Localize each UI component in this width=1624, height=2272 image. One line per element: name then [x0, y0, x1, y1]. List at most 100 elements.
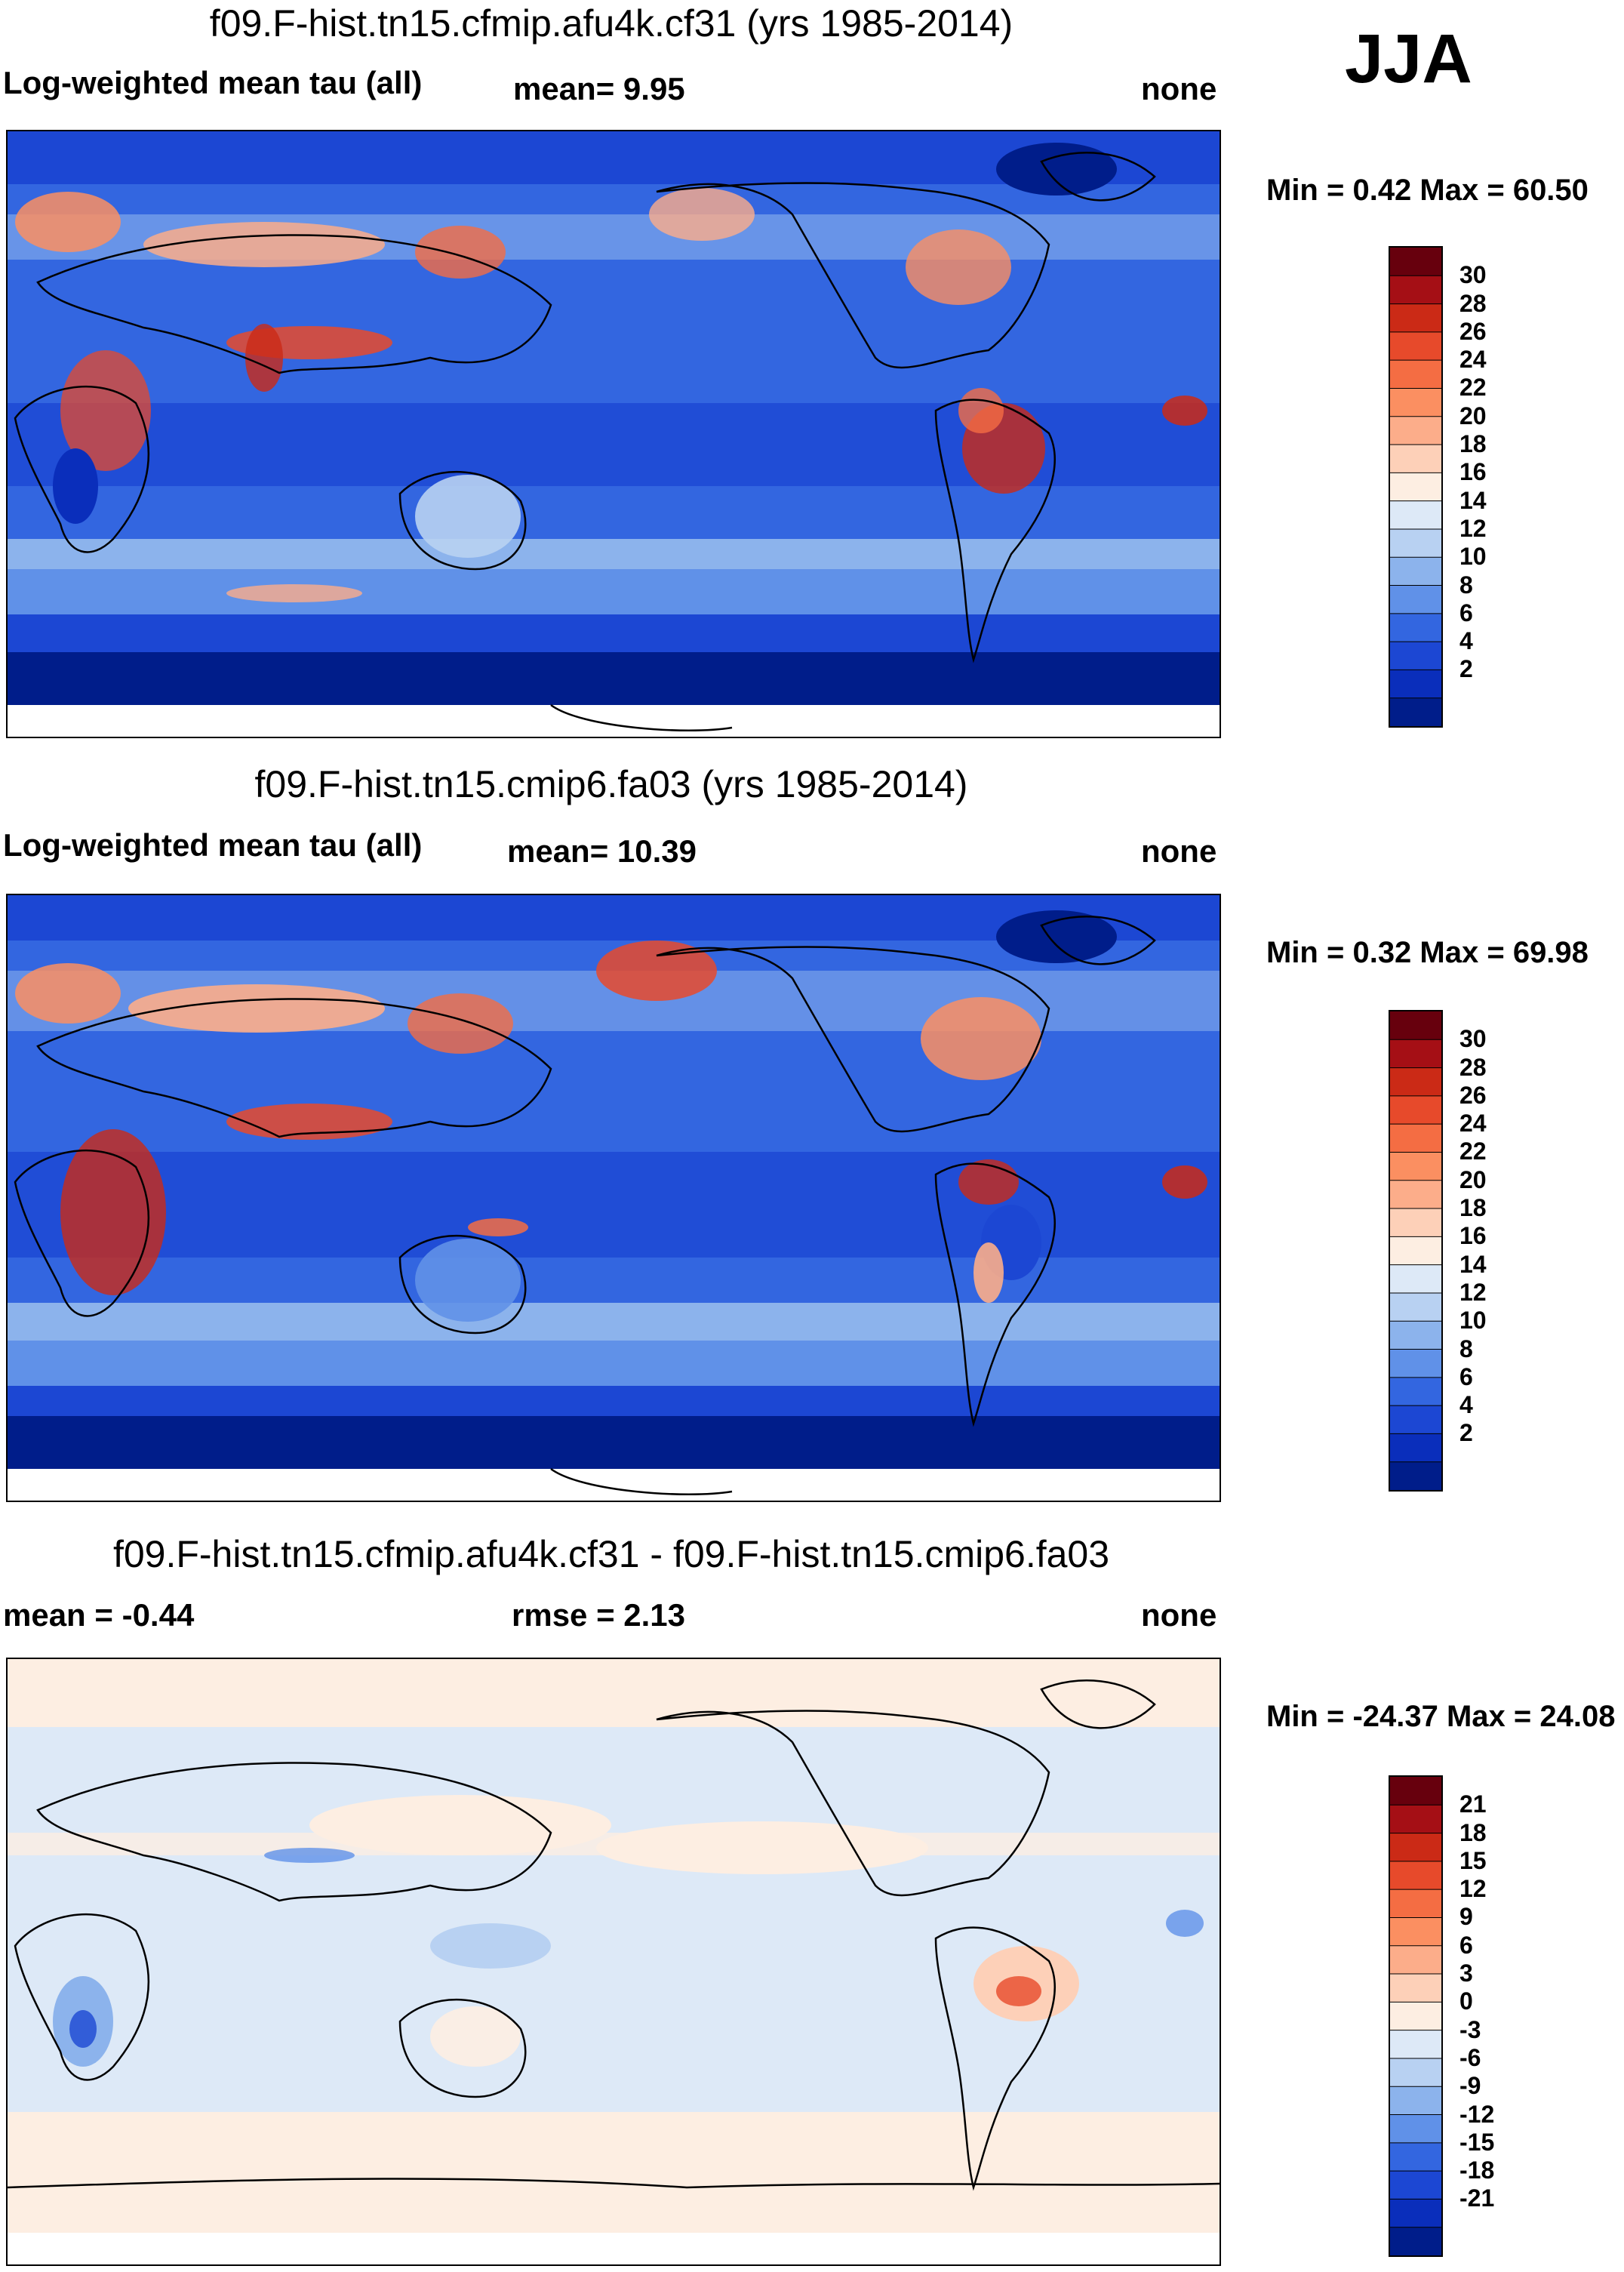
colorbar-tick-label: 9: [1459, 1903, 1473, 1931]
panel-1-minmax: Min = 0.42 Max = 60.50: [1266, 174, 1589, 207]
colorbar-segment: [1390, 1067, 1441, 1097]
panel-2-colorbar: [1389, 1010, 1443, 1492]
colorbar-tick-label: 4: [1459, 1391, 1473, 1419]
colorbar-segment: [1390, 248, 1441, 276]
colorbar-segment: [1390, 2142, 1441, 2172]
colorbar-tick-label: 14: [1459, 1250, 1487, 1278]
colorbar-tick-label: 10: [1459, 543, 1487, 571]
panel-2-units-label: none: [1141, 833, 1217, 869]
colorbar-segment: [1390, 1236, 1441, 1266]
panel-2-minmax: Min = 0.32 Max = 69.98: [1266, 936, 1589, 969]
colorbar-segment: [1390, 1405, 1441, 1434]
panel-1-mean-label: mean= 9.95: [513, 71, 685, 106]
colorbar-tick-label: 18: [1459, 1818, 1487, 1846]
colorbar-tick-label: 2: [1459, 1419, 1473, 1447]
panel-1-colorbar-svg: [1390, 248, 1441, 726]
colorbar-tick-label: -15: [1459, 2128, 1495, 2156]
panel-1-map-svg: [8, 131, 1220, 737]
colorbar-tick-label: 26: [1459, 1081, 1487, 1109]
colorbar-segment: [1390, 1889, 1441, 1918]
colorbar-segment: [1390, 1292, 1441, 1322]
colorbar-tick-label: -3: [1459, 2015, 1481, 2043]
panel-3-title: f09.F-hist.tn15.cfmip.afu4k.cf31 - f09.F…: [112, 1533, 1110, 1575]
colorbar-tick-label: 4: [1459, 627, 1473, 655]
panel-2-map: [6, 894, 1221, 1502]
colorbar-tick-label: 12: [1459, 1875, 1487, 1903]
colorbar-segment: [1390, 2058, 1441, 2087]
colorbar-segment: [1390, 445, 1441, 473]
colorbar-tick-label: 20: [1459, 1165, 1487, 1193]
panel-3-mean-label: mean = -0.44: [3, 1597, 195, 1633]
colorbar-tick-label: -21: [1459, 2184, 1495, 2212]
colorbar-segment: [1390, 1433, 1441, 1463]
colorbar-segment: [1390, 2002, 1441, 2031]
panel-3-minmax: Min = -24.37 Max = 24.08: [1266, 1700, 1616, 1733]
colorbar-tick-label: 26: [1459, 317, 1487, 345]
colorbar-tick-label: 21: [1459, 1790, 1487, 1818]
colorbar-tick-label: 10: [1459, 1307, 1487, 1335]
colorbar-tick-label: -6: [1459, 2043, 1481, 2071]
panel-3-map: [6, 1658, 1221, 2266]
colorbar-tick-label: 18: [1459, 430, 1487, 458]
colorbar-segment: [1390, 388, 1441, 417]
colorbar-segment: [1390, 1945, 1441, 1975]
colorbar-tick-label: 30: [1459, 1025, 1487, 1053]
colorbar-segment: [1390, 303, 1441, 333]
colorbar-segment: [1390, 1833, 1441, 1862]
colorbar-tick-label: 0: [1459, 1987, 1473, 2015]
colorbar-tick-label: 20: [1459, 402, 1487, 429]
colorbar-segment: [1390, 1861, 1441, 1890]
colorbar-segment: [1390, 1917, 1441, 1947]
panel-1-title: f09.F-hist.tn15.cfmip.afu4k.cf31 (yrs 19…: [209, 2, 1013, 45]
colorbar-segment: [1390, 1805, 1441, 1834]
colorbar-segment: [1390, 2171, 1441, 2200]
colorbar-tick-label: 2: [1459, 655, 1473, 683]
panel-3-rmse-label: rmse = 2.13: [512, 1597, 686, 1633]
colorbar-segment: [1390, 1124, 1441, 1153]
colorbar-tick-label: 22: [1459, 1138, 1487, 1165]
panel-3-colorbar-svg: [1390, 1777, 1441, 2255]
colorbar-tick-label: -9: [1459, 2072, 1481, 2100]
colorbar-segment: [1390, 276, 1441, 305]
colorbar-tick-label: 30: [1459, 261, 1487, 289]
colorbar-tick-label: 28: [1459, 289, 1487, 317]
panel-2-mean-label: mean= 10.39: [507, 833, 697, 869]
colorbar-segment: [1390, 1039, 1441, 1069]
colorbar-segment: [1390, 585, 1441, 614]
colorbar-segment: [1390, 1377, 1441, 1406]
colorbar-segment: [1390, 2086, 1441, 2116]
colorbar-tick-label: 6: [1459, 599, 1473, 626]
colorbar-segment: [1390, 360, 1441, 389]
colorbar-segment: [1390, 1095, 1441, 1125]
colorbar-tick-label: 18: [1459, 1194, 1487, 1222]
colorbar-segment: [1390, 1011, 1441, 1040]
colorbar-tick-label: 22: [1459, 374, 1487, 402]
panel-3-units-label: none: [1141, 1597, 1217, 1633]
panel-3-colorbar: [1389, 1775, 1443, 2257]
colorbar-segment: [1390, 613, 1441, 642]
colorbar-tick-label: 24: [1459, 1110, 1487, 1138]
colorbar-tick-label: 16: [1459, 458, 1487, 486]
colorbar-segment: [1390, 1461, 1441, 1490]
colorbar-segment: [1390, 528, 1441, 558]
colorbar-segment: [1390, 1208, 1441, 1237]
colorbar-segment: [1390, 416, 1441, 445]
panel-2-map-svg: [8, 895, 1220, 1501]
colorbar-segment: [1390, 1349, 1441, 1378]
colorbar-segment: [1390, 331, 1441, 361]
colorbar-segment: [1390, 670, 1441, 699]
panel-3-map-svg: [8, 1659, 1220, 2264]
colorbar-tick-label: 12: [1459, 1278, 1487, 1306]
season-label: JJA: [1345, 20, 1472, 97]
panel-1-map: [6, 130, 1221, 738]
colorbar-tick-label: 24: [1459, 346, 1487, 374]
panel-1-units-label: none: [1141, 71, 1217, 106]
colorbar-segment: [1390, 697, 1441, 726]
colorbar-segment: [1390, 1777, 1441, 1806]
colorbar-segment: [1390, 2227, 1441, 2255]
colorbar-segment: [1390, 2030, 1441, 2059]
colorbar-segment: [1390, 1180, 1441, 1209]
colorbar-segment: [1390, 557, 1441, 586]
panel-1-variable-label: Log-weighted mean tau (all): [3, 65, 423, 100]
panel-2-colorbar-svg: [1390, 1011, 1441, 1490]
